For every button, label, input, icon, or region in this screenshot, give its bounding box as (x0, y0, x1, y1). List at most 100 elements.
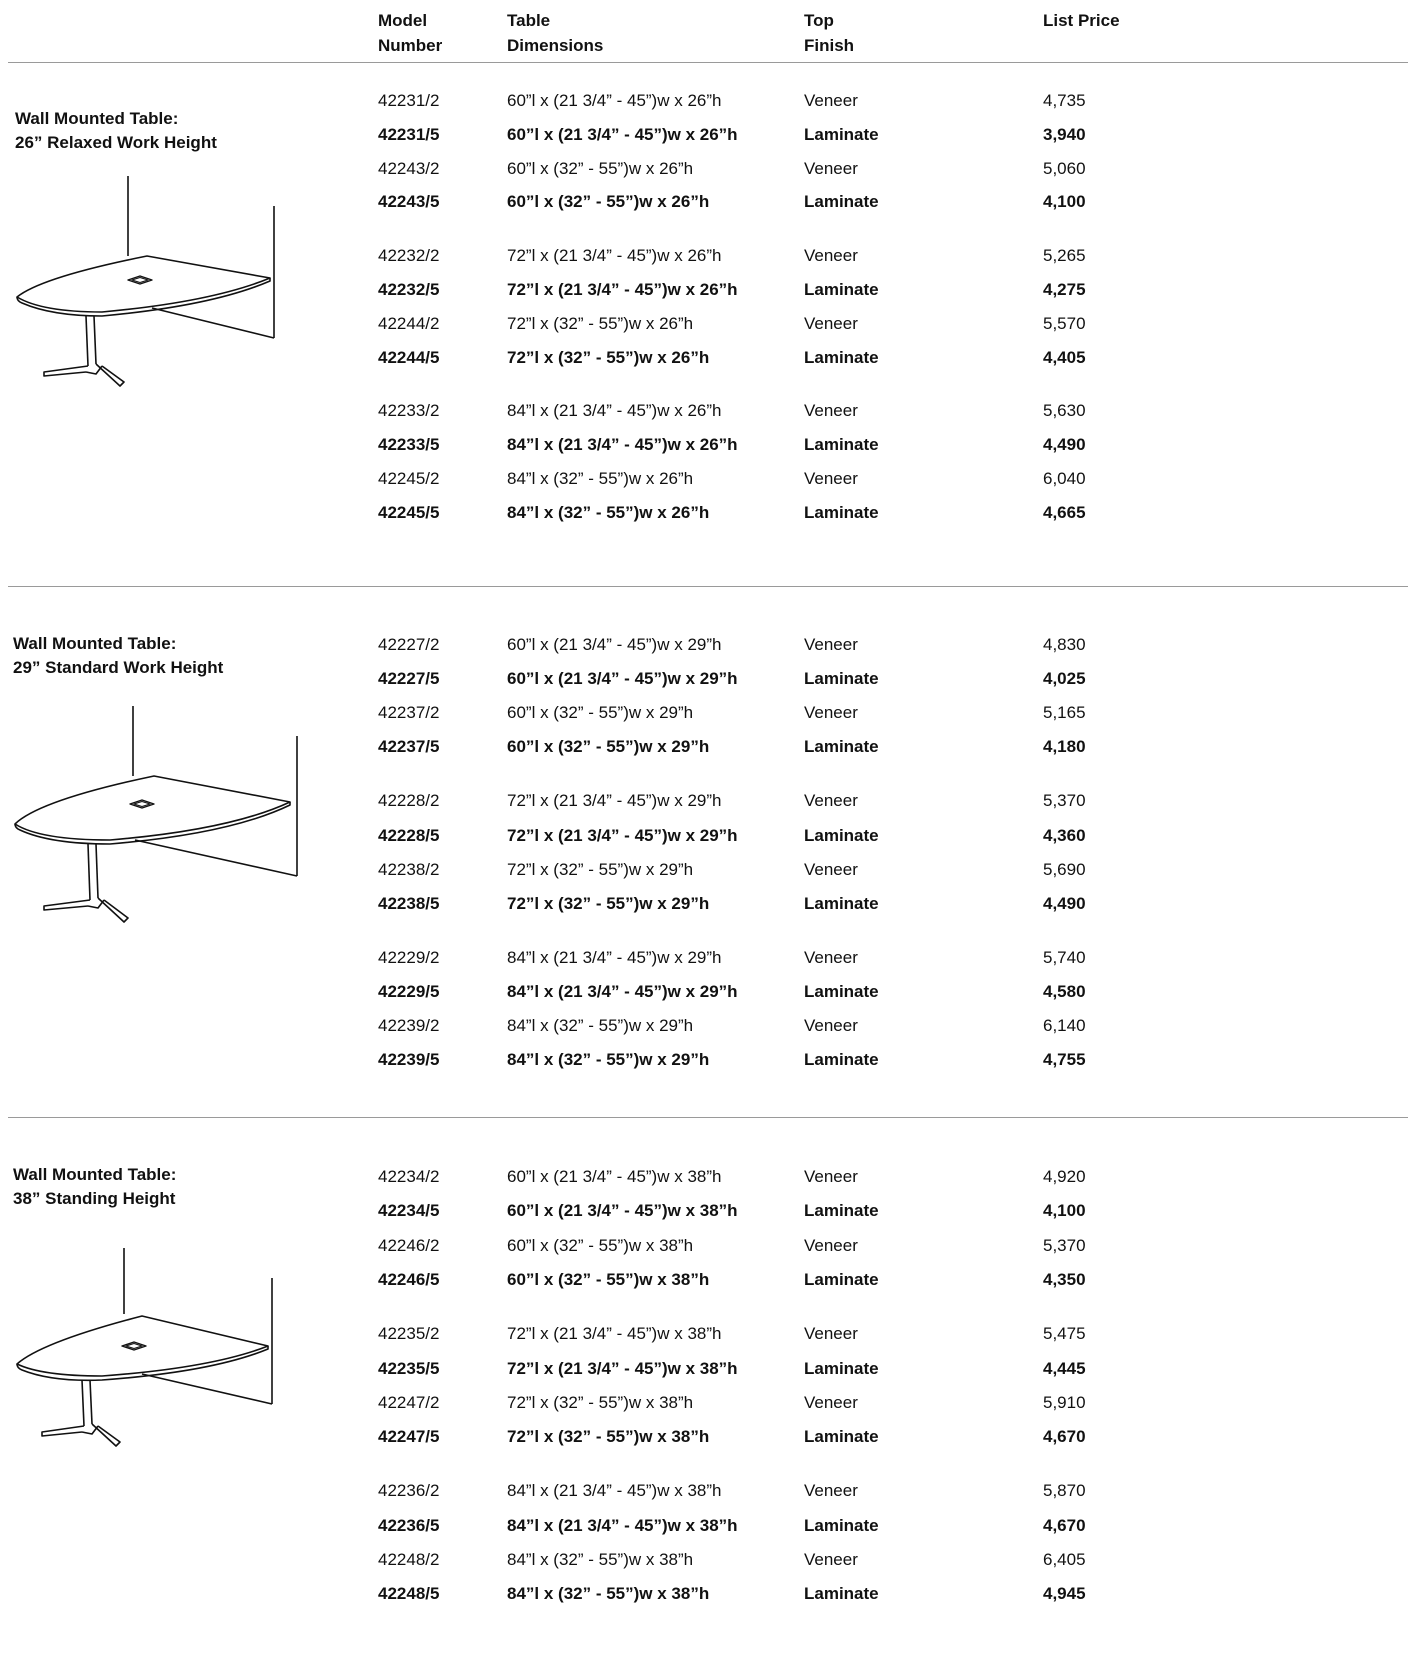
table-dimensions-cell: 72”l x (32” - 55”)w x 26”h (507, 347, 710, 367)
model-number-cell: 42231/5 (378, 124, 440, 144)
table-row: 42233/2 84”l x (21 3/4” - 45”)w x 26”h Ven… (0, 394, 1416, 428)
top-finish-cell: Veneer (804, 1016, 858, 1035)
table-row: 42227/2 60”l x (21 3/4” - 45”)w x 29”h Ven… (0, 628, 1416, 662)
list-price-cell: 4,920 (1043, 1167, 1086, 1186)
list-price-cell: 4,180 (1043, 737, 1086, 757)
section-title: Wall Mounted Table: 29” Standard Work He… (13, 634, 224, 677)
table-dimensions-cell: 84”l x (32” - 55”)w x 29”h (507, 1016, 694, 1035)
table-row: 42239/5 84”l x (32” - 55”)w x 29”h Laminat… (0, 1043, 1416, 1077)
table-row: 42231/2 60”l x (21 3/4” - 45”)w x 26”h Ven… (0, 84, 1416, 118)
table-dimensions-cell: 84”l x (21 3/4” - 45”)w x 38”h (507, 1515, 738, 1535)
top-finish-cell: Laminate (804, 737, 879, 757)
table-row: 42246/5 60”l x (32” - 55”)w x 38”h Laminat… (0, 1263, 1416, 1297)
top-finish-cell: Laminate (804, 1584, 879, 1604)
table-row: 42234/2 60”l x (21 3/4” - 45”)w x 38”h Ven… (0, 1160, 1416, 1194)
model-number-cell: 42238/2 (378, 859, 440, 879)
table-dimensions-cell: 84”l x (21 3/4” - 45”)w x 38”h (507, 1481, 722, 1501)
top-finish-cell: Veneer (804, 859, 858, 879)
model-number-cell: 42243/5 (378, 192, 440, 212)
top-finish-cell: Laminate (804, 893, 879, 913)
top-finish-cell: Laminate (804, 435, 879, 455)
list-price-cell: 6,140 (1043, 1016, 1086, 1035)
table-dimensions-cell: 72”l x (21 3/4” - 45”)w x 38”h (507, 1324, 722, 1344)
top-finish-cell: Veneer (804, 947, 858, 967)
list-price-cell: 4,670 (1043, 1427, 1086, 1447)
top-finish-cell: Veneer (804, 703, 858, 723)
list-price-cell: 4,945 (1043, 1584, 1086, 1604)
list-price-cell: 5,165 (1043, 703, 1086, 723)
top-finish-cell: Veneer (804, 401, 858, 421)
wall-mounted-table-illustration (14, 706, 298, 923)
list-price-cell: 5,060 (1043, 158, 1086, 178)
table-dimensions-cell: 84”l x (32” - 55”)w x 26”h (507, 469, 694, 488)
model-number-cell: 42229/5 (378, 981, 440, 1001)
table-dimensions-cell: 84”l x (32” - 55”)w x 38”h (507, 1584, 710, 1604)
table-row: 42238/5 72”l x (32” - 55”)w x 29”h Laminat… (0, 887, 1416, 921)
list-price-cell: 4,490 (1043, 435, 1086, 455)
model-number-cell: 42236/5 (378, 1515, 440, 1535)
model-number-cell: 42227/5 (378, 669, 440, 689)
table-dimensions-cell: 84”l x (21 3/4” - 45”)w x 29”h (507, 981, 738, 1001)
table-dimensions-cell: 84”l x (32” - 55”)w x 29”h (507, 1050, 710, 1070)
table-row: 42247/5 72”l x (32” - 55”)w x 38”h Laminat… (0, 1420, 1416, 1454)
model-number-cell: 42239/2 (378, 1016, 440, 1035)
top-finish-cell: Veneer (804, 158, 858, 178)
table-row: 42243/5 60”l x (32” - 55”)w x 26”h Laminat… (0, 185, 1416, 219)
model-number-cell: 42247/2 (378, 1392, 440, 1412)
table-dimensions-cell: 72”l x (21 3/4” - 45”)w x 26”h (507, 280, 738, 299)
wall-mounted-table-illustration (16, 1248, 273, 1447)
table-row: 42248/2 84”l x (32” - 55”)w x 38”h Veneer 6… (0, 1543, 1416, 1577)
table-dimensions-cell: 72”l x (32” - 55”)w x 38”h (507, 1427, 710, 1447)
top-finish-cell: Laminate (804, 124, 879, 144)
list-price-cell: 4,100 (1043, 192, 1086, 212)
model-number-cell: 42247/5 (378, 1427, 440, 1447)
table-row: 42229/5 84”l x (21 3/4” - 45”)w x 29”h Lam… (0, 975, 1416, 1009)
table-dimensions-cell: 60”l x (21 3/4” - 45”)w x 38”h (507, 1167, 722, 1186)
top-finish-cell: Veneer (804, 1392, 858, 1412)
table-dimensions-cell: 60”l x (32” - 55”)w x 26”h (507, 158, 694, 178)
top-finish-cell: Veneer (804, 1324, 858, 1344)
list-price-cell: 5,690 (1043, 859, 1086, 879)
list-price-cell: 6,405 (1043, 1550, 1086, 1569)
table-row: 42232/2 72”l x (21 3/4” - 45”)w x 26”h Ven… (0, 239, 1416, 273)
model-number-cell: 42248/5 (378, 1584, 440, 1604)
table-dimensions-cell: 84”l x (32” - 55”)w x 38”h (507, 1550, 694, 1569)
table-dimensions-cell: 72”l x (32” - 55”)w x 29”h (507, 893, 710, 913)
model-number-cell: 42231/2 (378, 91, 440, 110)
table-dimensions-cell: 60”l x (32” - 55”)w x 29”h (507, 703, 694, 723)
table-dimensions-cell: 60”l x (32” - 55”)w x 38”h (507, 1235, 694, 1255)
model-number-cell: 42229/2 (378, 947, 440, 967)
top-finish-cell: Veneer (804, 1235, 858, 1255)
top-finish-cell: Veneer (804, 1550, 858, 1569)
table-row: 42236/2 84”l x (21 3/4” - 45”)w x 38”h Ven… (0, 1474, 1416, 1508)
table-dimensions-cell: 72”l x (32” - 55”)w x 38”h (507, 1392, 694, 1412)
top-finish-cell: Veneer (804, 1481, 858, 1501)
table-row: 42227/5 60”l x (21 3/4” - 45”)w x 29”h Lam… (0, 662, 1416, 696)
list-price-cell: 4,100 (1043, 1201, 1086, 1221)
wall-mounted-table-illustration (16, 176, 275, 387)
list-price-cell: 4,580 (1043, 981, 1086, 1001)
list-price-cell: 4,445 (1043, 1358, 1086, 1378)
table-dimensions-cell: 72”l x (32” - 55”)w x 26”h (507, 313, 694, 333)
top-finish-cell: Laminate (804, 1201, 879, 1221)
section-title: Wall Mounted Table: 38” Standing Height (13, 1165, 177, 1208)
table-row: 42231/5 60”l x (21 3/4” - 45”)w x 26”h Lam… (0, 118, 1416, 152)
table-dimensions-cell: 60”l x (32” - 55”)w x 26”h (507, 192, 710, 212)
top-finish-cell: Laminate (804, 1358, 879, 1378)
table-dimensions-cell: 60”l x (32” - 55”)w x 38”h (507, 1269, 710, 1289)
model-number-cell: 42237/5 (378, 737, 440, 757)
top-finish-cell: Laminate (804, 1515, 879, 1535)
model-number-cell: 42232/5 (378, 280, 440, 299)
list-price-cell: 4,490 (1043, 893, 1086, 913)
list-price-cell: 5,630 (1043, 401, 1086, 421)
model-number-cell: 42239/5 (378, 1050, 440, 1070)
table-dimensions-cell: 60”l x (21 3/4” - 45”)w x 26”h (507, 91, 722, 110)
table-dimensions-cell: 72”l x (21 3/4” - 45”)w x 26”h (507, 246, 722, 266)
table-dimensions-cell: 60”l x (21 3/4” - 45”)w x 29”h (507, 669, 738, 689)
model-number-cell: 42234/5 (378, 1201, 440, 1221)
model-number-cell: 42235/2 (378, 1324, 440, 1344)
top-finish-cell: Veneer (804, 1167, 858, 1186)
list-price-cell: 5,475 (1043, 1324, 1086, 1344)
list-price-cell: 4,830 (1043, 635, 1086, 654)
top-finish-cell: Laminate (804, 280, 879, 299)
